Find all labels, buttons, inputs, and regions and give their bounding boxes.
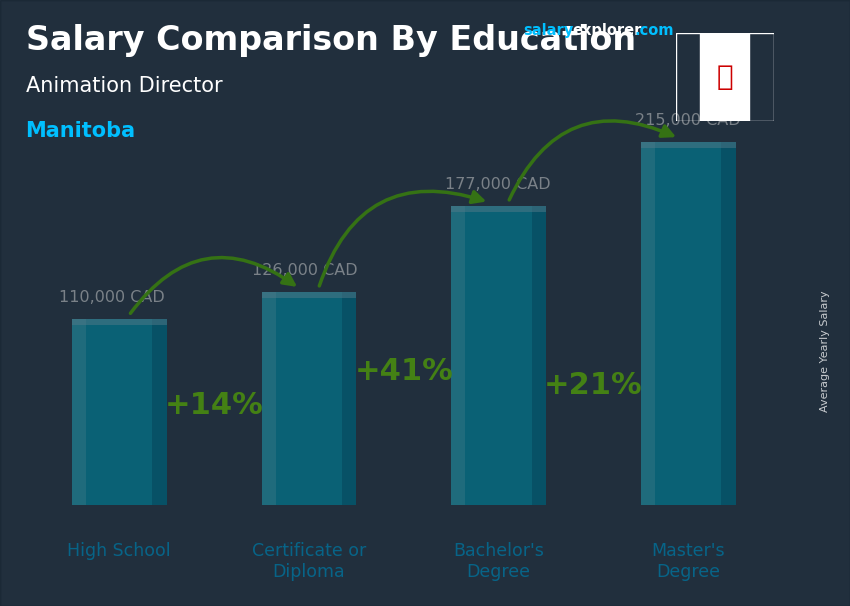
Bar: [451, 206, 546, 211]
Text: salary: salary: [523, 23, 573, 38]
Bar: [451, 206, 466, 505]
Bar: [262, 292, 356, 298]
Text: High School: High School: [67, 542, 171, 560]
Text: explorer: explorer: [572, 23, 642, 38]
Text: Bachelor's
Degree: Bachelor's Degree: [453, 542, 544, 581]
Bar: [72, 319, 86, 505]
Text: 126,000 CAD: 126,000 CAD: [252, 264, 358, 278]
Text: 215,000 CAD: 215,000 CAD: [635, 113, 740, 128]
Text: .com: .com: [634, 23, 673, 38]
Text: Manitoba: Manitoba: [26, 121, 136, 141]
Text: 177,000 CAD: 177,000 CAD: [445, 178, 551, 192]
Bar: [342, 292, 356, 505]
Bar: [532, 206, 546, 505]
Bar: [152, 319, 167, 505]
Text: Salary Comparison By Education: Salary Comparison By Education: [26, 24, 636, 57]
Text: 110,000 CAD: 110,000 CAD: [59, 290, 164, 305]
Bar: [722, 142, 735, 505]
Text: +21%: +21%: [544, 371, 643, 400]
Bar: [262, 292, 275, 505]
Bar: [641, 142, 735, 505]
Bar: [451, 206, 546, 505]
Bar: [641, 142, 735, 147]
Bar: [72, 319, 167, 505]
Text: Average Yearly Salary: Average Yearly Salary: [820, 291, 830, 412]
Text: +14%: +14%: [165, 391, 264, 420]
Text: 🍁: 🍁: [717, 63, 733, 92]
Bar: [700, 33, 749, 121]
Text: +41%: +41%: [354, 358, 453, 387]
Bar: [641, 142, 655, 505]
Bar: [72, 319, 167, 325]
Text: Animation Director: Animation Director: [26, 76, 222, 96]
Bar: [262, 292, 356, 505]
Text: Certificate or
Diploma: Certificate or Diploma: [252, 542, 366, 581]
Text: Master's
Degree: Master's Degree: [651, 542, 725, 581]
